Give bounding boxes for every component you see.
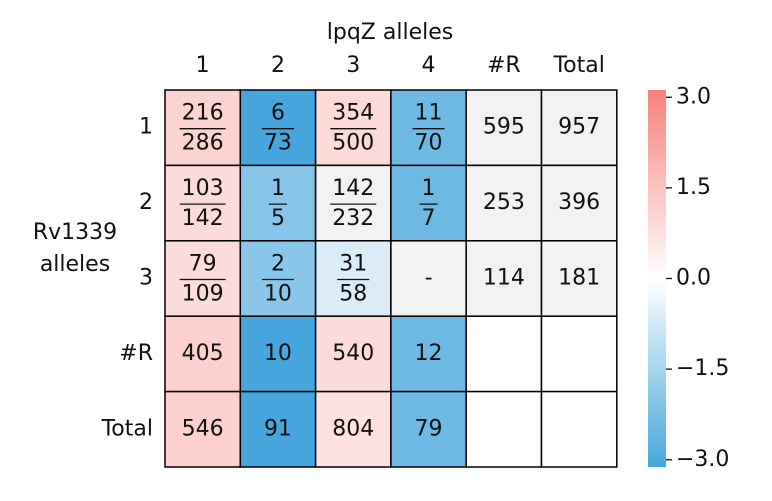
colorbar-tick-label: 0.0 (676, 266, 711, 291)
cell-value: 804 (332, 416, 374, 441)
numerator: 2 (271, 252, 285, 277)
denominator: 7 (422, 206, 436, 231)
denominator: 58 (339, 282, 367, 307)
row-label: 1 (139, 115, 153, 140)
column-label: 4 (422, 53, 436, 78)
denominator: 73 (264, 131, 292, 156)
cell (314, 315, 392, 393)
denominator: 232 (332, 206, 374, 231)
cell (540, 315, 618, 393)
cell (239, 390, 317, 468)
cell (465, 390, 543, 468)
numerator: 1 (422, 176, 436, 201)
cell-value: 253 (483, 190, 525, 215)
cell-value: 181 (558, 266, 600, 291)
column-label: Total (552, 53, 604, 78)
numerator: 103 (182, 176, 224, 201)
row-label: #R (119, 341, 153, 366)
cell-value: 396 (558, 190, 600, 215)
colorbar-tick-label: −1.5 (676, 356, 729, 381)
numerator: 31 (339, 252, 367, 277)
cell-value: 114 (483, 266, 525, 291)
colorbar-tick-label: 1.5 (676, 175, 711, 200)
cell (164, 390, 242, 468)
x-axis-label: lpqZ alleles (327, 20, 453, 45)
denominator: 500 (332, 131, 374, 156)
cell (390, 390, 467, 468)
cell (465, 315, 543, 393)
colorbar-tick-label: −3.0 (676, 447, 729, 472)
y-axis-label: Rv1339 (33, 220, 117, 245)
cell (314, 89, 392, 167)
denominator: 286 (182, 131, 224, 156)
denominator: 142 (182, 206, 224, 231)
denominator: 70 (415, 131, 443, 156)
numerator: 79 (189, 252, 217, 277)
cell (164, 315, 242, 393)
row-label: 3 (139, 266, 153, 291)
row-label: 2 (139, 190, 153, 215)
denominator: 10 (264, 282, 292, 307)
cell-value: 595 (483, 115, 525, 140)
colorbar-tick-label: 3.0 (676, 84, 711, 109)
numerator: 11 (415, 101, 443, 126)
cell (239, 315, 317, 393)
cell-value: 957 (558, 115, 600, 140)
cell-value: 405 (182, 341, 224, 366)
y-axis-label: alleles (40, 252, 110, 277)
numerator: 6 (271, 101, 285, 126)
cell (540, 390, 618, 468)
cell-value: 546 (182, 416, 224, 441)
cell-value: 540 (332, 341, 374, 366)
column-label: 3 (346, 53, 360, 78)
cell-value: 12 (415, 341, 443, 366)
cell (314, 390, 392, 468)
numerator: 1 (271, 176, 285, 201)
denominator: 5 (271, 206, 285, 231)
cell-value: 10 (264, 341, 292, 366)
row-label: Total (101, 416, 153, 441)
cell-value: 91 (264, 416, 292, 441)
cell-value: 79 (415, 416, 443, 441)
cell (390, 240, 467, 317)
numerator: 354 (332, 101, 374, 126)
numerator: 142 (332, 176, 374, 201)
cell (540, 240, 618, 317)
cell-value: - (425, 266, 433, 291)
numerator: 216 (182, 101, 224, 126)
column-label: 1 (196, 53, 210, 78)
cell (314, 240, 392, 317)
cell (540, 89, 618, 167)
colorbar (648, 90, 666, 467)
cell (164, 89, 242, 167)
cell (465, 164, 543, 242)
cell (465, 240, 543, 317)
cell (390, 315, 467, 393)
cell (239, 89, 317, 167)
denominator: 109 (182, 282, 224, 307)
column-label: 2 (271, 53, 285, 78)
column-label: #R (487, 53, 521, 78)
